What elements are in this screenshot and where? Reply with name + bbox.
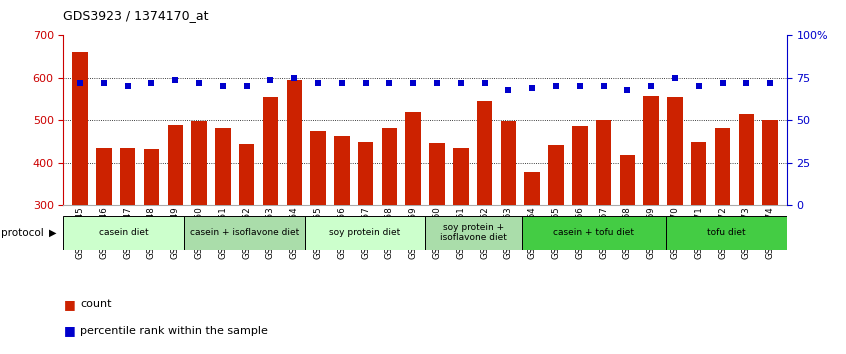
- Point: [692, 84, 706, 89]
- Bar: [739, 114, 754, 205]
- Point: [739, 80, 753, 86]
- Point: [454, 80, 468, 86]
- Point: [121, 84, 135, 89]
- Text: protocol: protocol: [1, 228, 44, 238]
- Bar: [215, 127, 231, 205]
- Bar: [619, 155, 635, 205]
- Bar: [96, 148, 112, 205]
- Point: [240, 84, 254, 89]
- Point: [216, 84, 229, 89]
- Bar: [239, 144, 255, 205]
- Bar: [405, 112, 421, 205]
- Bar: [425, 216, 521, 250]
- Bar: [191, 121, 206, 205]
- Point: [359, 80, 372, 86]
- Point: [645, 84, 658, 89]
- Point: [74, 80, 87, 86]
- Text: casein + tofu diet: casein + tofu diet: [553, 228, 634, 237]
- Text: casein diet: casein diet: [99, 228, 149, 237]
- Point: [335, 80, 349, 86]
- Point: [311, 80, 325, 86]
- Bar: [596, 120, 612, 205]
- Bar: [305, 216, 425, 250]
- Bar: [501, 121, 516, 205]
- Point: [502, 87, 515, 93]
- Bar: [382, 127, 397, 205]
- Point: [168, 77, 182, 82]
- Bar: [691, 142, 706, 205]
- Point: [145, 80, 158, 86]
- Point: [763, 80, 777, 86]
- Text: soy protein diet: soy protein diet: [329, 228, 400, 237]
- Bar: [63, 216, 184, 250]
- Point: [596, 84, 610, 89]
- Bar: [666, 216, 787, 250]
- Bar: [715, 127, 730, 205]
- Point: [525, 85, 539, 91]
- Bar: [453, 148, 469, 205]
- Bar: [144, 149, 159, 205]
- Text: ■: ■: [63, 298, 75, 311]
- Text: casein + isoflavone diet: casein + isoflavone diet: [190, 228, 299, 237]
- Bar: [168, 125, 183, 205]
- Point: [668, 75, 682, 81]
- Bar: [310, 131, 326, 205]
- Bar: [644, 96, 659, 205]
- Point: [382, 80, 396, 86]
- Bar: [120, 148, 135, 205]
- Point: [192, 80, 206, 86]
- Text: tofu diet: tofu diet: [707, 228, 746, 237]
- Point: [288, 75, 301, 81]
- Point: [549, 84, 563, 89]
- Bar: [184, 216, 305, 250]
- Bar: [477, 101, 492, 205]
- Text: GDS3923 / 1374170_at: GDS3923 / 1374170_at: [63, 9, 209, 22]
- Point: [97, 80, 111, 86]
- Bar: [334, 136, 349, 205]
- Point: [478, 80, 492, 86]
- Bar: [358, 142, 373, 205]
- Bar: [521, 216, 667, 250]
- Point: [406, 80, 420, 86]
- Text: percentile rank within the sample: percentile rank within the sample: [80, 326, 268, 336]
- Point: [264, 77, 277, 82]
- Bar: [762, 120, 777, 205]
- Text: count: count: [80, 299, 112, 309]
- Bar: [525, 172, 540, 205]
- Point: [431, 80, 444, 86]
- Text: ▶: ▶: [49, 228, 57, 238]
- Bar: [287, 80, 302, 205]
- Text: soy protein +
isoflavone diet: soy protein + isoflavone diet: [440, 223, 507, 242]
- Bar: [667, 97, 683, 205]
- Point: [573, 84, 586, 89]
- Bar: [73, 52, 88, 205]
- Bar: [263, 97, 278, 205]
- Bar: [548, 144, 563, 205]
- Point: [621, 87, 634, 93]
- Bar: [572, 126, 587, 205]
- Bar: [429, 143, 445, 205]
- Point: [716, 80, 729, 86]
- Text: ■: ■: [63, 325, 75, 337]
